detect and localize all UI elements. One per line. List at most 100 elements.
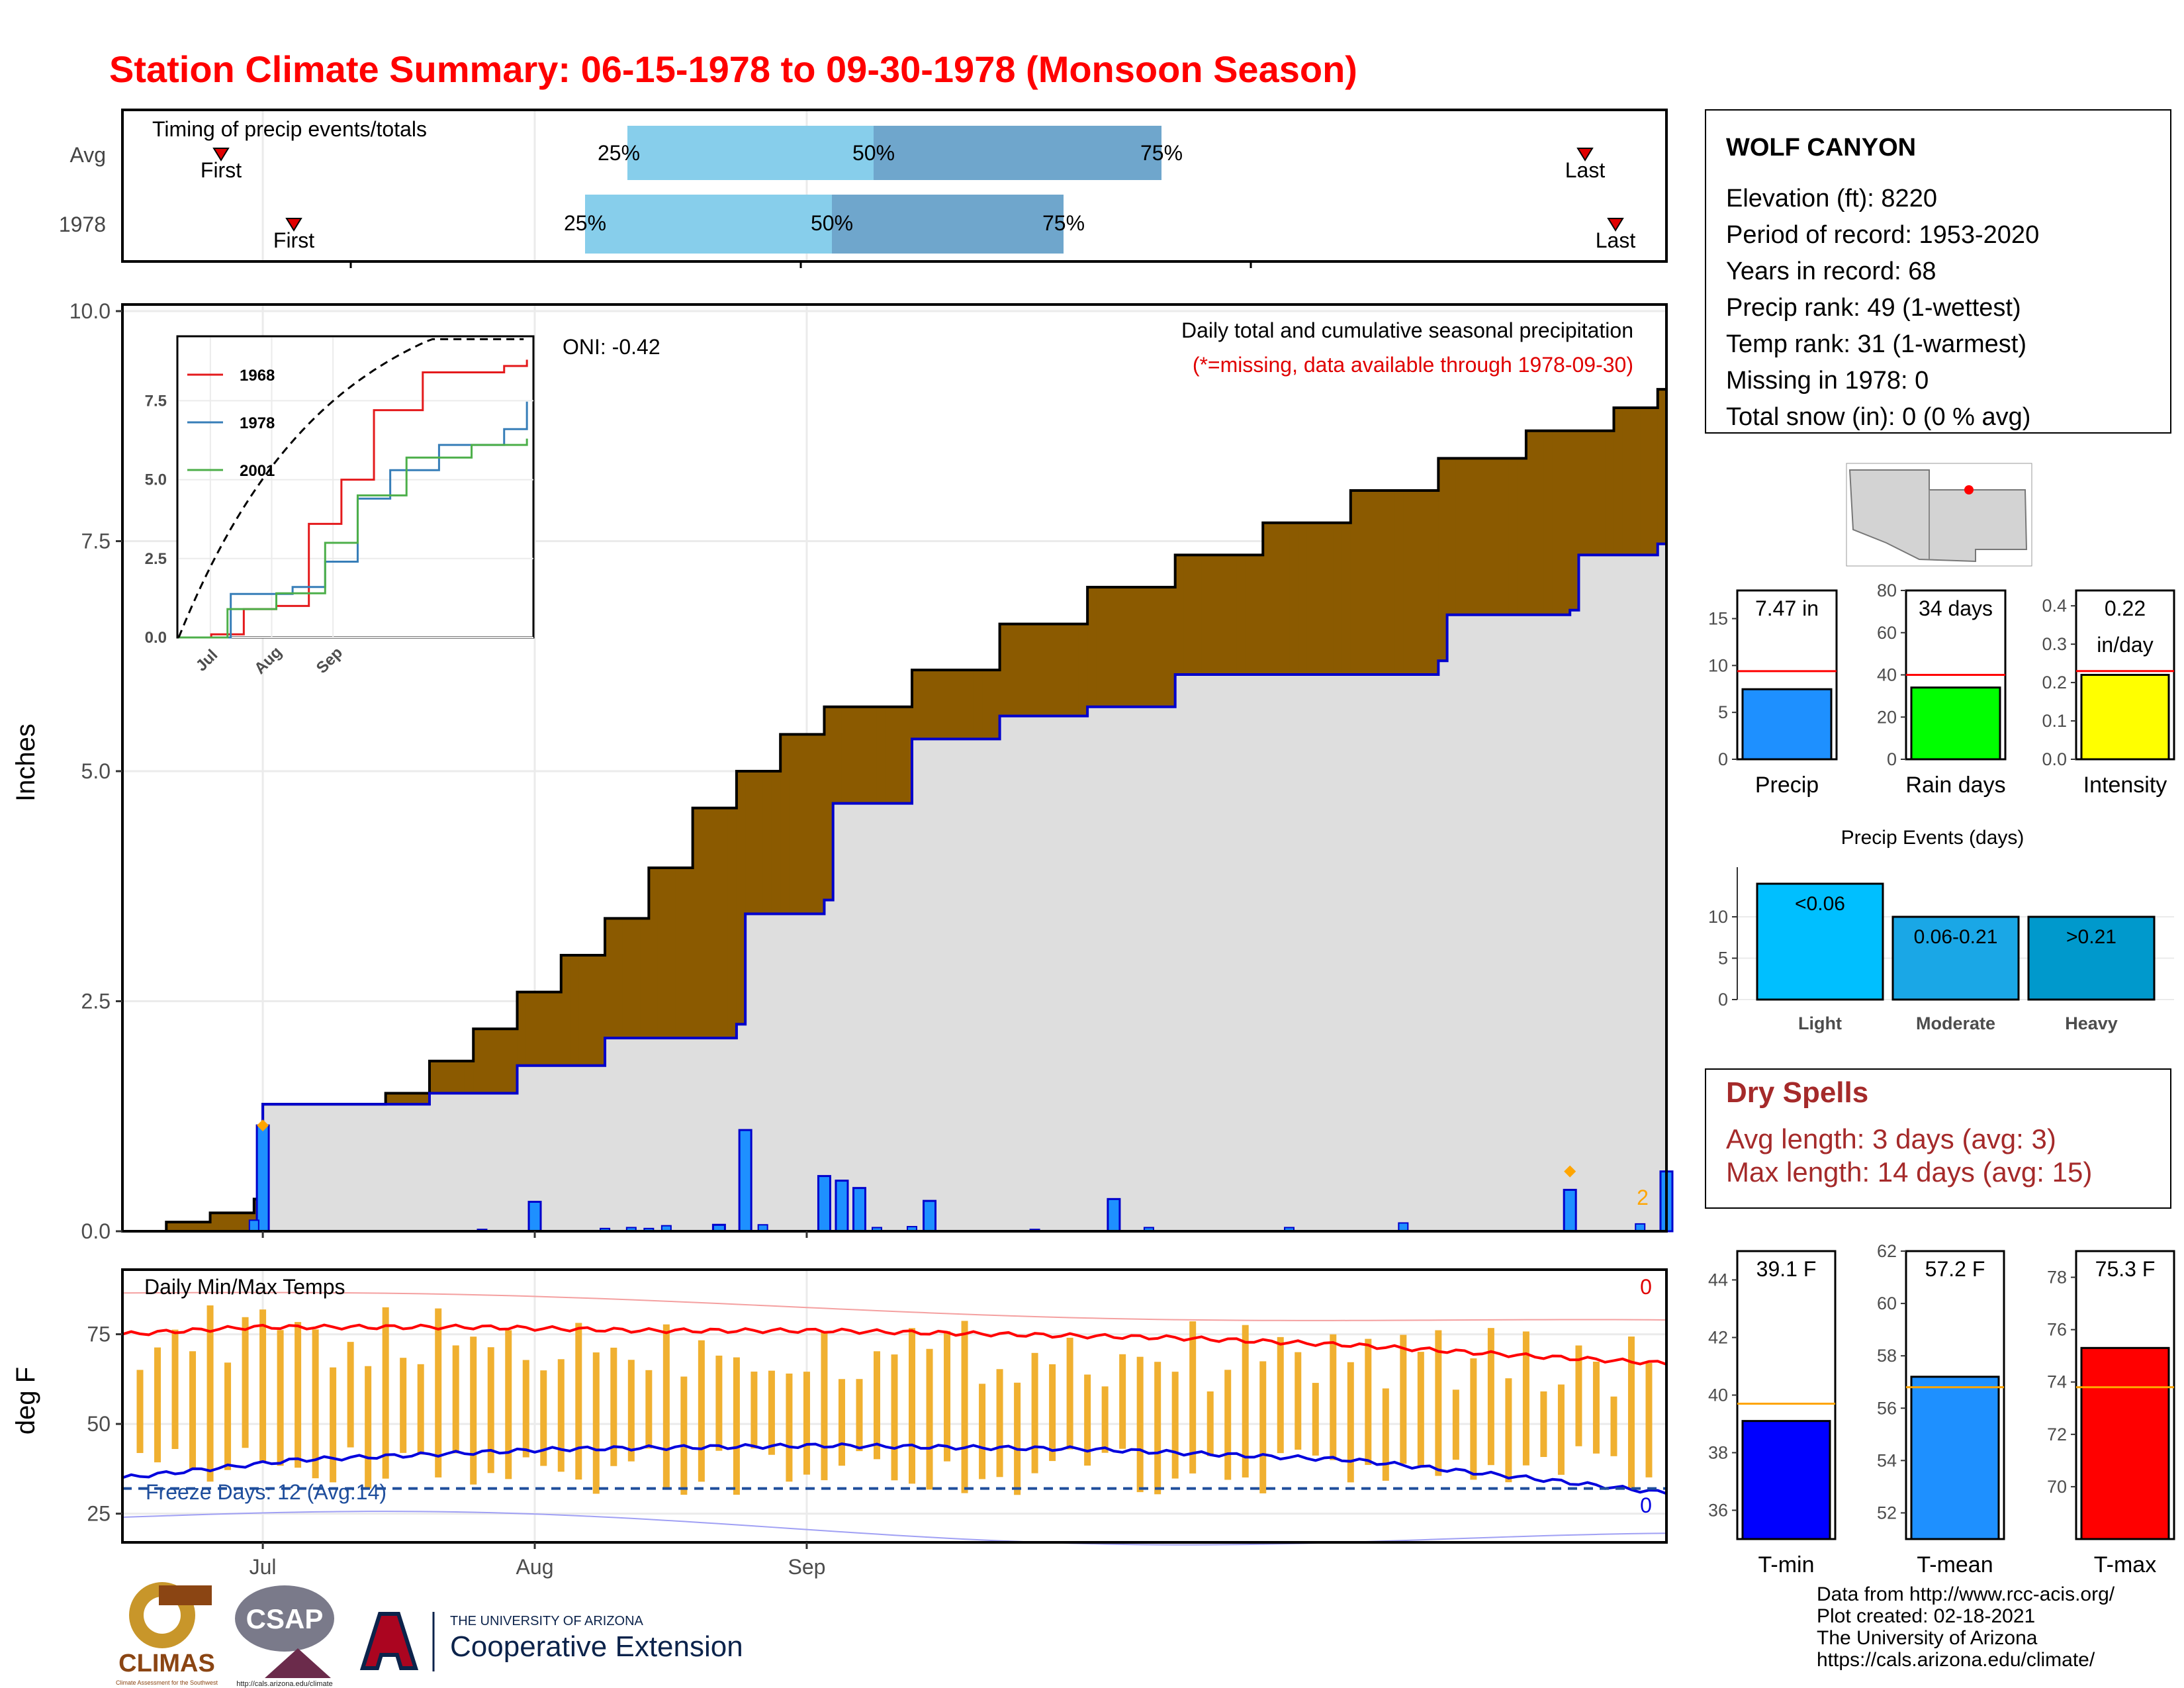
mini-value-text: 57.2 F	[1925, 1257, 1985, 1281]
cumulative-1978-fill	[525, 1065, 535, 1231]
cumulative-1978-fill	[964, 739, 974, 1231]
cumulative-1978-fill	[1175, 675, 1185, 1231]
daily-precip-bar	[255, 1124, 270, 1233]
cumulative-1978-fill	[1394, 675, 1404, 1231]
daily-temp-range-bar	[435, 1308, 442, 1477]
cumulative-1978-fill	[1403, 675, 1413, 1231]
daily-temp-range-bar	[557, 1359, 565, 1472]
marker-diamond	[1564, 1165, 1576, 1178]
timing-label: Timing of precip events/totals	[152, 117, 427, 141]
cumulative-diff-fill	[1140, 587, 1150, 707]
cumulative-diff-fill	[1061, 624, 1071, 716]
cumulative-diff-fill	[236, 1213, 246, 1231]
daily-temp-range-bar	[1400, 1335, 1407, 1464]
cumulative-1978-fill	[561, 1065, 570, 1231]
dry-spells-title: Dry Spells	[1726, 1076, 1868, 1109]
ua-big-text: Cooperative Extension	[450, 1630, 743, 1663]
cumulative-diff-fill	[736, 771, 746, 1025]
cumulative-1978-fill	[982, 739, 991, 1231]
station-name: WOLF CANYON	[1726, 134, 1916, 162]
cumulative-1978-fill	[429, 1093, 439, 1231]
cumulative-diff-fill	[1473, 458, 1483, 615]
cumulative-diff-fill	[1649, 407, 1659, 555]
avg-min-line	[122, 1442, 1667, 1495]
cumulative-diff-fill	[614, 918, 623, 1039]
cumulative-1978-fill	[657, 1038, 667, 1231]
cumulative-1978-fill	[315, 1104, 325, 1231]
cumulative-diff-fill	[1158, 587, 1167, 707]
cumulative-diff-fill	[1614, 407, 1623, 555]
cumulative-diff-fill	[193, 1222, 202, 1231]
daily-temp-range-bar	[487, 1347, 494, 1474]
cumulative-diff-fill	[210, 1213, 220, 1231]
cumulative-diff-fill	[1482, 458, 1492, 615]
cumulative-1978-fill	[271, 1104, 281, 1231]
cumulative-1978-fill	[1517, 614, 1527, 1231]
cumulative-1978-fill	[1473, 614, 1483, 1231]
cumulative-1978-fill	[1490, 614, 1500, 1231]
cumulative-diff-fill	[166, 1222, 176, 1231]
cumulative-1978-fill	[1236, 675, 1246, 1231]
cumulative-diff-fill	[692, 808, 702, 1039]
daily-precip-bar	[1107, 1197, 1121, 1233]
cumulative-1978-fill	[1148, 706, 1158, 1231]
timing-avg-first-marker	[212, 148, 230, 162]
daily-temp-range-bar	[856, 1379, 863, 1452]
cumulative-1978-fill	[614, 1038, 623, 1231]
daily-temp-range-bar	[944, 1331, 951, 1462]
timing-avg-p75: 75%	[1140, 141, 1183, 165]
daily-temp-range-bar	[1171, 1372, 1179, 1479]
cumulative-1978-fill	[1158, 706, 1167, 1231]
mini-value-text: 7.47 in	[1755, 596, 1819, 620]
cumulative-1978-fill	[1525, 614, 1535, 1231]
daily-temp-range-bar	[662, 1324, 670, 1489]
timing-1978-p50: 50%	[811, 211, 853, 235]
mini-tick-label: 74	[2047, 1372, 2067, 1392]
mini-label: T-max	[2094, 1552, 2156, 1577]
climas-logo: CLIMAS Climate Assessment for the Southw…	[116, 1582, 218, 1686]
cumulative-1978-fill	[1552, 614, 1562, 1231]
daily-temp-range-bar	[1154, 1362, 1161, 1495]
timing-1978-p75: 75%	[1042, 211, 1085, 235]
cumulative-1978-fill	[938, 739, 948, 1231]
daily-temp-range-bar	[592, 1352, 600, 1494]
cumulative-diff-fill	[175, 1222, 185, 1231]
cumulative-1978-fill	[1605, 555, 1615, 1231]
daily-temp-range-bar	[1049, 1364, 1056, 1462]
daily-precip-bar	[835, 1180, 849, 1233]
daily-temp-range-bar	[627, 1360, 635, 1462]
cumulative-diff-fill	[622, 918, 632, 1039]
cumulative-diff-fill	[1605, 430, 1615, 555]
event-bar-text: 0.06-0.21	[1914, 926, 1998, 948]
cumulative-diff-fill	[1289, 522, 1298, 675]
cumulative-diff-fill	[1245, 555, 1255, 675]
daily-temp-range-bar	[926, 1348, 933, 1490]
marker-diamond	[257, 1119, 269, 1132]
mini-tick-label: 0	[1887, 749, 1897, 769]
cumulative-diff-fill	[1430, 491, 1439, 675]
climas-text: CLIMAS	[118, 1650, 215, 1677]
cumulative-diff-fill	[508, 1029, 518, 1094]
daily-temp-range-bar	[1295, 1352, 1302, 1450]
ua-logo: THE UNIVERSITY OF ARIZONA Cooperative Ex…	[359, 1612, 743, 1671]
daily-precip-bar	[738, 1129, 752, 1233]
cumulative-diff-fill	[455, 1060, 465, 1094]
temp-y-tick-label: 25	[87, 1502, 111, 1526]
cumulative-1978-fill	[771, 914, 781, 1231]
cumulative-diff-fill	[999, 624, 1009, 716]
inset-series-1968	[179, 359, 528, 639]
cumulative-diff-fill	[1587, 430, 1597, 555]
cumulative-1978-fill	[570, 1065, 579, 1231]
footer-line: The University of Arizona	[1817, 1627, 2038, 1649]
daily-temp-range-bar	[1365, 1338, 1372, 1466]
event-bar	[1891, 915, 2020, 1001]
cumulative-1978-fill	[1193, 675, 1203, 1231]
cumulative-diff-fill	[1622, 407, 1632, 555]
cumulative-diff-fill	[771, 771, 781, 914]
cumulative-1978-fill	[394, 1104, 404, 1231]
cumulative-1978-fill	[1596, 555, 1606, 1231]
cumulative-1978-fill	[464, 1093, 474, 1231]
daily-temp-range-bar	[768, 1370, 775, 1455]
cumulative-diff-fill	[982, 670, 991, 739]
cumulative-diff-fill	[385, 1093, 395, 1105]
